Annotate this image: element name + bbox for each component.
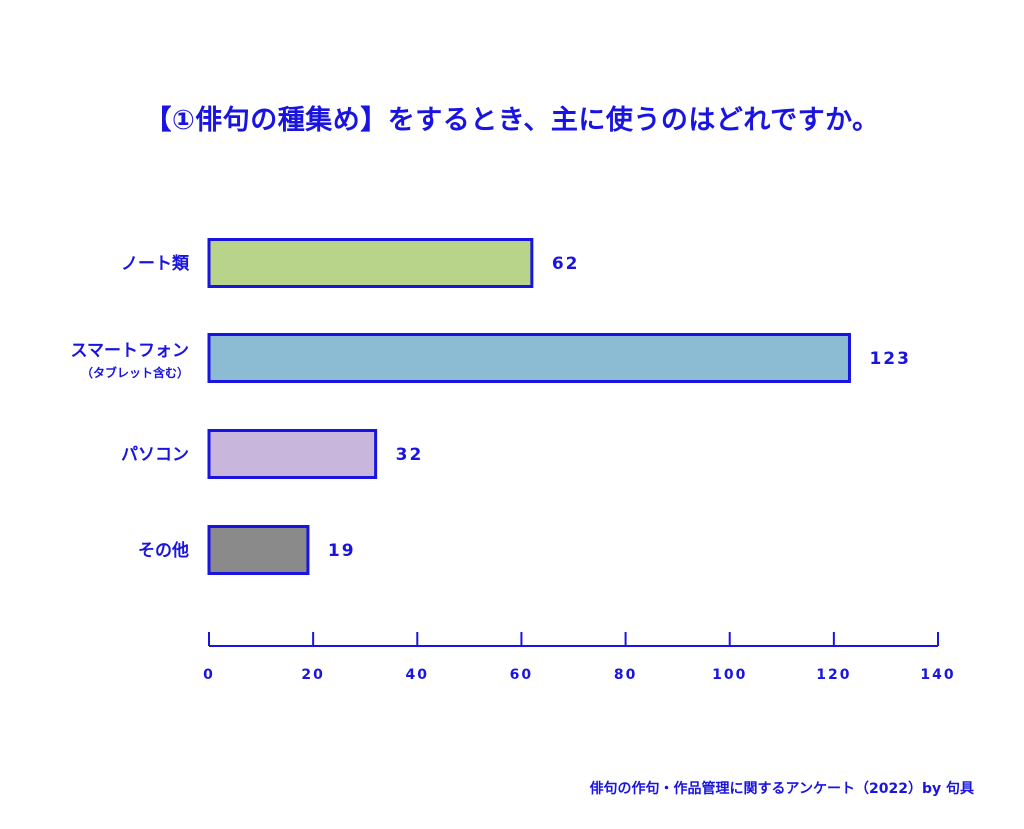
x-tick-label: 20 bbox=[301, 667, 324, 683]
x-tick-label: 0 bbox=[203, 667, 215, 683]
x-tick-label: 120 bbox=[816, 667, 851, 683]
data-label: 19 bbox=[328, 541, 356, 561]
x-axis: 0 20 40 60 80 100 120 140 bbox=[203, 632, 955, 683]
category-sublabel: （タブレット含む） bbox=[81, 365, 189, 380]
x-tick-label: 80 bbox=[614, 667, 637, 683]
bar bbox=[207, 525, 310, 575]
x-tick-label: 100 bbox=[712, 667, 747, 683]
bar bbox=[207, 238, 534, 288]
x-tick-label: 140 bbox=[920, 667, 955, 683]
chart-title: 【①俳句の種集め】をするとき、主に使うのはどれですか。 bbox=[144, 105, 880, 136]
bar bbox=[207, 333, 851, 383]
bar bbox=[207, 429, 378, 479]
data-label: 123 bbox=[869, 349, 911, 369]
category-label: その他 bbox=[138, 540, 189, 561]
x-tick-label: 40 bbox=[406, 667, 429, 683]
category-label: ノート類 bbox=[121, 254, 190, 274]
source-credit: 俳句の作句・作品管理に関するアンケート（2022）by 句具 bbox=[589, 781, 974, 797]
category-label: パソコン bbox=[121, 445, 189, 465]
category-label: スマートフォン bbox=[71, 341, 190, 361]
bars-group: 62 ノート類 123 スマートフォン （タブレット含む） 32 パソコン 19 その他 bbox=[71, 238, 911, 575]
data-label: 62 bbox=[552, 254, 580, 274]
x-tick-label: 60 bbox=[510, 667, 533, 683]
data-label: 32 bbox=[396, 445, 424, 465]
